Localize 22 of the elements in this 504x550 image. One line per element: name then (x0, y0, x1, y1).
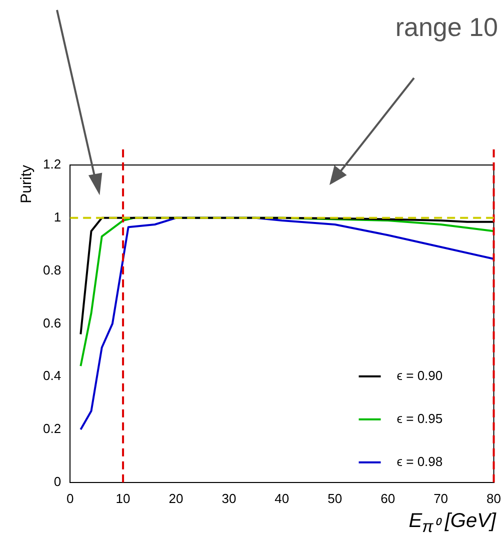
y-tick-label: 1.2 (42, 156, 62, 172)
x-tick-label: 50 (328, 490, 342, 506)
x-tick-label: 20 (168, 490, 184, 506)
legend-label: ϵ = 0.98 (396, 454, 443, 469)
y-tick-label: 1 (54, 209, 62, 224)
legend-label: ϵ = 0.90 (396, 368, 443, 383)
x-tick-label: 80 (486, 490, 502, 506)
y-tick-label: 0 (54, 474, 62, 489)
y-tick-label: 0.8 (42, 262, 62, 278)
y-tick-label: 0.6 (42, 315, 62, 330)
x-axis-title: E$_{π⁰}$ [GeV] (408, 510, 496, 537)
x-tick-label: 10 (116, 490, 130, 506)
x-tick-label: 0 (66, 490, 74, 506)
x-tick-label: 30 (222, 490, 236, 506)
y-axis-title: Purity (18, 164, 36, 204)
x-tick-label: 60 (380, 490, 396, 506)
y-tick-label: 0.2 (42, 421, 62, 436)
x-tick-label: 70 (434, 490, 448, 506)
x-tick-label: 40 (274, 490, 290, 506)
legend-label: ϵ = 0.95 (396, 410, 443, 426)
text: range 10 (395, 12, 498, 43)
y-tick-label: 0.4 (42, 368, 62, 384)
